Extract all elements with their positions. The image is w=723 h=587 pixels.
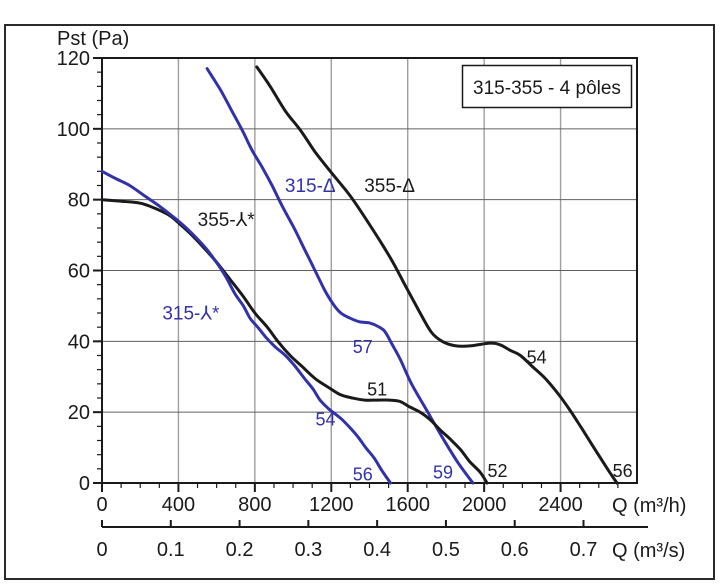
y-tick-label: 40: [68, 331, 90, 353]
y-axis-title: Pst (Pa): [57, 28, 129, 50]
x-tick-label: 2400: [538, 494, 583, 516]
curve-label: 56: [613, 461, 633, 481]
curve-315-⅄*: [100, 169, 392, 485]
x2-tick-label: 0.6: [501, 539, 529, 561]
y-tick-label: 0: [79, 473, 90, 495]
page-border: [4, 24, 715, 580]
curve-label: 355-Δ: [364, 176, 415, 197]
curve-labels: 315-Δ 355-Δ 355-⅄* 315-⅄* 57 51 54 54 56 59 52 56: [162, 176, 632, 484]
curve-label: 54: [316, 410, 336, 430]
legend-label: 315-355 - 4 pôles: [473, 78, 621, 99]
curve-label: 59: [433, 463, 453, 483]
legend-box: [461, 64, 633, 109]
x2-tick-label: 0.3: [294, 539, 322, 561]
secondary-axis: 0 0.1 0.2 0.3 0.4 0.5 0.6 0.7: [96, 520, 648, 561]
x-tick-label: 400: [162, 494, 195, 516]
x2-tick-label: 0: [96, 539, 107, 561]
curve-label: 54: [527, 348, 547, 368]
x-tick-label: 1600: [385, 494, 430, 516]
x2-axis-title: Q (m³/s): [612, 540, 685, 562]
x2-tick-label: 0.7: [570, 539, 598, 561]
x2-tick-label: 0.1: [157, 539, 185, 561]
curve-label: 315-Δ: [285, 176, 336, 197]
curve-label: 51: [367, 379, 387, 399]
x-tick-label: 0: [96, 494, 107, 516]
y-tick-label: 60: [68, 261, 90, 283]
curve-label: 355-⅄*: [198, 210, 256, 231]
x-tick-label: 2000: [462, 494, 507, 516]
x-tick-label: 800: [238, 494, 271, 516]
curve-315-Δ: [205, 67, 475, 485]
plot-border: [101, 57, 638, 484]
curve-label: 315-⅄*: [162, 304, 220, 325]
curve-label: 52: [488, 461, 508, 481]
y-tick-label: 120: [57, 48, 90, 70]
y-tick-label: 100: [57, 119, 90, 141]
curve-355-Δ: [255, 65, 619, 485]
x2-tick-label: 0.4: [363, 539, 391, 561]
legend: 315-355 - 4 pôles: [461, 64, 633, 109]
gridlines: [102, 58, 637, 483]
axis-ticks: [93, 57, 619, 492]
fan-curves: [100, 65, 619, 485]
x2-tick-label: 0.2: [226, 539, 254, 561]
curve-label: 57: [353, 337, 373, 357]
curve-label: 56: [353, 464, 373, 484]
y-tick-label: 80: [68, 190, 90, 212]
x-tick-label: 1200: [309, 494, 354, 516]
y-tick-label: 20: [68, 402, 90, 424]
x-axis-title: Q (m³/h): [612, 495, 686, 517]
x2-tick-label: 0.5: [432, 539, 460, 561]
